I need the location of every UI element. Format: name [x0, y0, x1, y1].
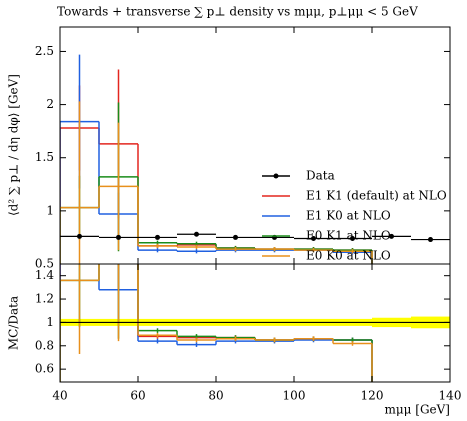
y-tick-label: 2 — [46, 97, 54, 111]
y-tick-label: 2.5 — [35, 44, 54, 58]
data-point — [116, 234, 121, 240]
ratio-y-axis-label: MC/Data — [7, 296, 21, 350]
data-point — [350, 235, 355, 241]
y-axis-label: ⟨d² ∑ p⊥ / dη dφ⟩ [GeV] — [7, 74, 21, 216]
y-tick-label: 0.6 — [35, 362, 54, 376]
plot-area — [60, 54, 450, 264]
data-point — [155, 234, 160, 240]
legend-label: E1 K0 at NLO — [306, 209, 391, 223]
data-point — [428, 237, 433, 243]
x-tick-label: 100 — [283, 389, 306, 403]
y-tick-label: 0.8 — [35, 338, 54, 352]
y-tick-label: 1.5 — [35, 150, 54, 164]
x-axis-label: mμμ [GeV] — [384, 403, 450, 417]
y-tick-label: 1 — [46, 203, 54, 217]
y-tick-label: 1 — [46, 315, 54, 329]
chart-title: Towards + transverse ∑ p⊥ density vs mμμ… — [57, 5, 418, 19]
x-tick-label: 40 — [52, 389, 67, 403]
x-tick-label: 140 — [439, 389, 462, 403]
legend-label: Data — [306, 169, 335, 183]
data-point — [311, 235, 316, 241]
data-point — [233, 234, 238, 240]
data-point — [194, 231, 199, 237]
x-tick-label: 120 — [361, 389, 384, 403]
legend-label: E0 K0 at NLO — [306, 249, 391, 263]
y-tick-label: 1.4 — [35, 268, 54, 282]
frame — [59, 263, 451, 383]
legend-label: E0 K1 at NLO — [306, 229, 391, 243]
x-tick-label: 60 — [130, 389, 145, 403]
legend-swatch — [273, 173, 279, 179]
plot-area — [60, 264, 450, 382]
legend-label: E1 K1 (default) at NLO — [306, 189, 447, 203]
y-tick-label: 1.2 — [35, 292, 54, 306]
x-tick-label: 80 — [208, 389, 223, 403]
data-point — [389, 233, 394, 239]
data-point — [77, 233, 82, 239]
y-tick-label: 0.5 — [35, 257, 54, 271]
